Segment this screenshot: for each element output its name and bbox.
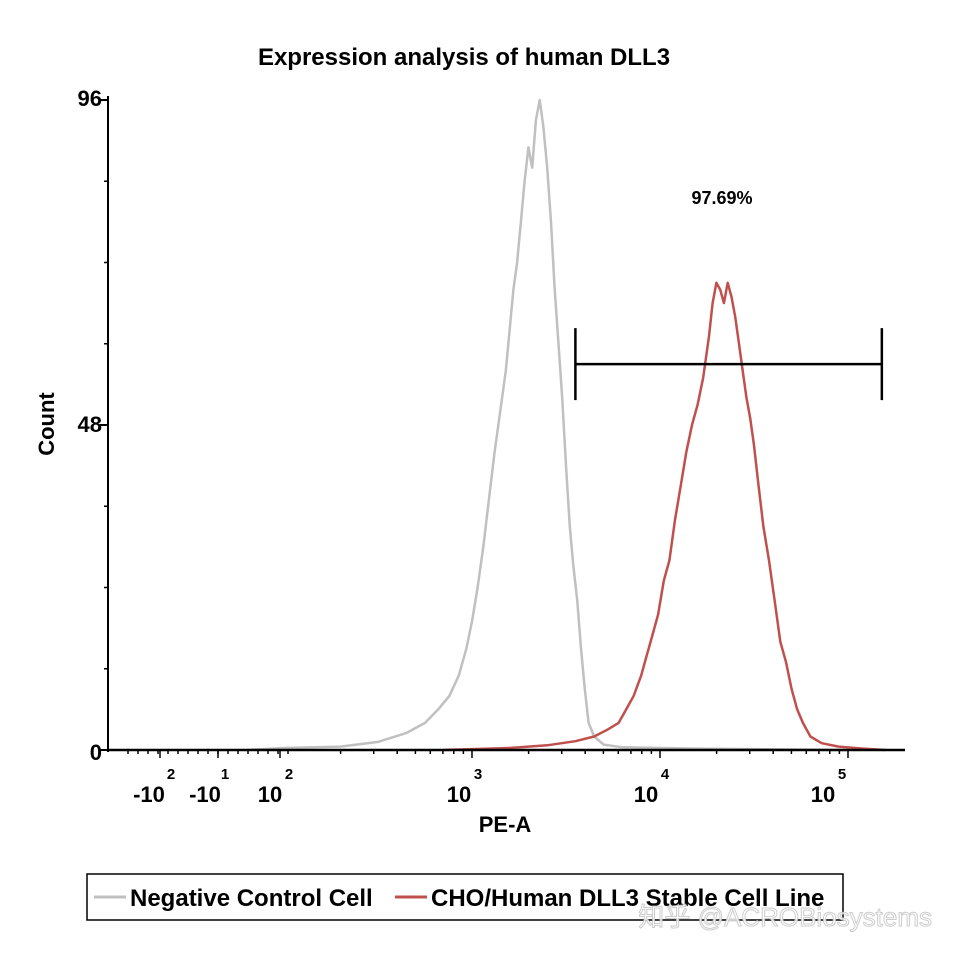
x-tick-exponent: 2 [167,766,175,783]
x-tick-base: 10 [634,782,658,807]
y-axis-label: Count [34,392,59,456]
x-tick-label-10-2: 10 2 [258,766,293,807]
legend: Negative Control Cell CHO/Human DLL3 Sta… [86,873,844,921]
legend-frame [86,873,844,921]
series-dll3-stable-line [443,281,886,752]
x-tick-label-neg-10-2: -10 2 [133,766,175,807]
legend-label-dll3-stable: CHO/Human DLL3 Stable Cell Line [431,885,824,912]
plot-area [246,98,886,752]
x-tick-exponent: 2 [285,766,293,783]
x-tick-exponent: 3 [474,766,482,783]
x-tick-exponent: 5 [838,766,846,783]
y-tick-label-48: 48 [78,412,102,437]
watermark-text: 知乎 @ACROBiosystems [638,902,932,932]
x-axis-label: PE-A [479,812,532,837]
x-tick-exponent: 1 [221,766,229,783]
series-negative-control-line [246,98,849,752]
x-tick-label-neg-10-1: -10 1 [189,766,229,807]
legend-label-negative-control: Negative Control Cell [130,885,373,912]
x-tick-base: -10 [133,782,165,807]
x-tick-base: 10 [811,782,835,807]
chart-title: Expression analysis of human DLL3 [258,44,670,71]
x-tick-label-10-5: 10 5 [811,766,846,807]
x-tick-base: 10 [258,782,282,807]
gate-marker [574,328,884,401]
y-tick-label-96: 96 [78,86,102,111]
gate-percentage-label: 97.69% [691,188,752,208]
x-tick-label-10-3: 10 3 [447,766,482,807]
x-tick-exponent: 4 [661,766,670,783]
x-tick-base: 10 [447,782,471,807]
x-tick-label-10-4: 10 4 [634,766,670,807]
y-axis-ticks [100,99,108,751]
y-tick-label-0: 0 [90,740,102,765]
x-axis-ticks [127,750,849,758]
x-tick-base: -10 [189,782,221,807]
